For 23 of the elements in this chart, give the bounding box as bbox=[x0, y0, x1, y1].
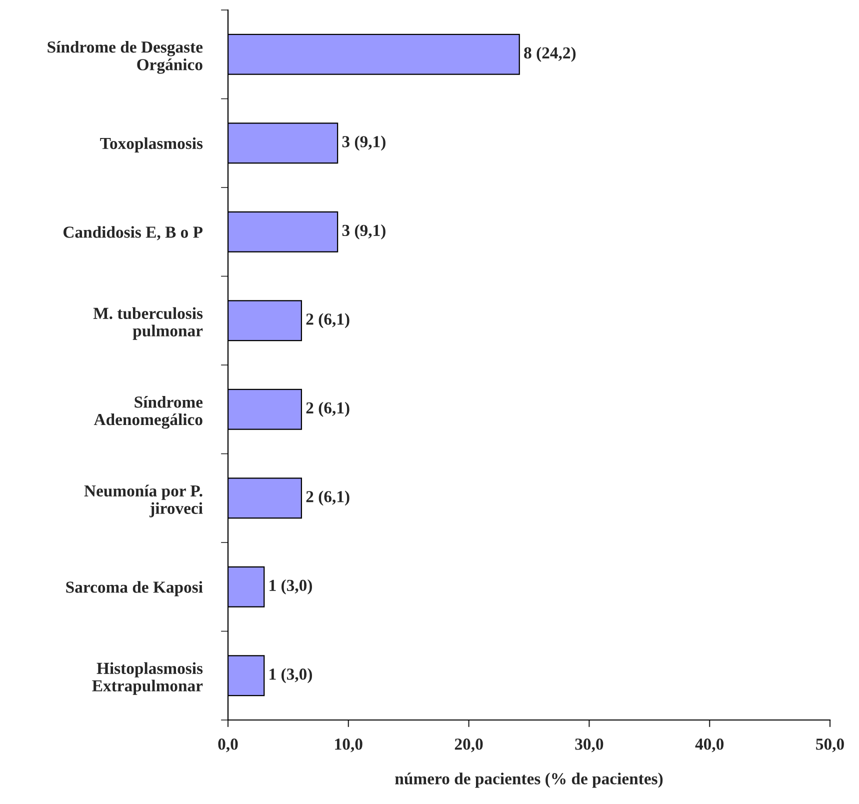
x-tick-label: 20,0 bbox=[454, 738, 483, 752]
x-axis-title: número de pacientes (% de pacientes) bbox=[395, 772, 663, 788]
x-tick-label: 30,0 bbox=[575, 738, 604, 752]
x-tick-label: 10,0 bbox=[335, 738, 362, 752]
y-tick-label: Histoplasmosis Extrapulmonar bbox=[92, 662, 203, 695]
y-tick-label: Neumonía por P. jiroveci bbox=[84, 484, 203, 518]
x-tick-label: 40,0 bbox=[695, 738, 724, 752]
y-tick-label: Síndrome Adenomegálico bbox=[94, 396, 203, 429]
y-tick-label: Síndrome de Desgaste Orgánico bbox=[48, 40, 203, 74]
data-label: 3 (9,1) bbox=[342, 224, 386, 240]
x-tick-label: 0,0 bbox=[218, 738, 238, 752]
data-label: 2 (6,1) bbox=[306, 402, 350, 417]
data-label: 2 (6,1) bbox=[306, 490, 350, 506]
y-tick-label: Toxoplasmosis bbox=[100, 137, 203, 152]
data-label: 3 (9,1) bbox=[342, 136, 386, 151]
data-label: 1 (3,0) bbox=[270, 579, 312, 594]
y-tick-label: M. tuberculosis pulmonar bbox=[93, 307, 203, 340]
data-label: 8 (24,2) bbox=[524, 46, 576, 62]
data-label: 2 (6,1) bbox=[306, 313, 350, 328]
y-tick-label: Sarcoma de Kaposi bbox=[66, 581, 203, 596]
data-label: 1 (3,0) bbox=[270, 668, 312, 684]
x-tick-label: 50,0 bbox=[816, 738, 844, 752]
y-tick-label: Candidosis E, B o P bbox=[63, 226, 203, 240]
